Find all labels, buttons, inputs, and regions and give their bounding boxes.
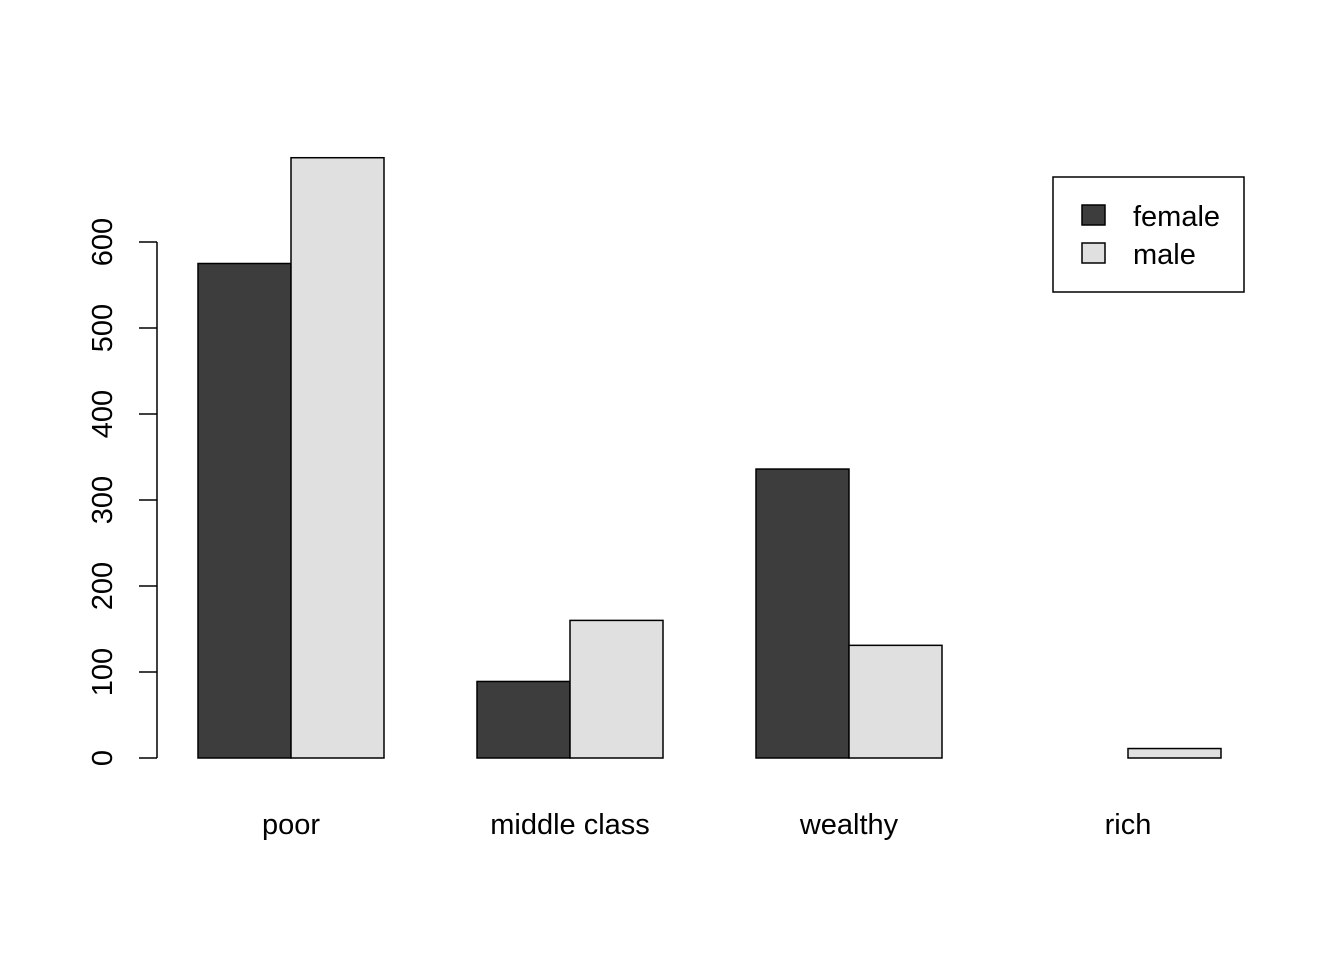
legend-swatch-male xyxy=(1081,242,1106,264)
legend-label-male: male xyxy=(1133,239,1196,271)
y-axis: 0 100 200 300 400 500 600 xyxy=(87,218,158,766)
y-tick-label: 200 xyxy=(87,562,119,610)
bar-female-wealthy xyxy=(755,468,850,759)
x-tick-label: poor xyxy=(262,809,320,841)
y-tick-label: 500 xyxy=(87,304,119,352)
bar-female-middle-class xyxy=(476,680,571,759)
y-tick-label: 0 xyxy=(87,750,119,766)
y-tick-label: 600 xyxy=(87,218,119,266)
x-tick-label: middle class xyxy=(490,809,650,841)
y-tick-label: 400 xyxy=(87,390,119,438)
legend-box xyxy=(1052,176,1245,293)
bar-male-rich xyxy=(1127,747,1222,759)
legend-label-female: female xyxy=(1133,201,1220,233)
bar-male-poor xyxy=(290,156,385,759)
y-tick-label: 100 xyxy=(87,648,119,696)
x-tick-label: wealthy xyxy=(799,809,899,841)
y-tick-label: 300 xyxy=(87,476,119,524)
bars xyxy=(197,156,1222,759)
bar-male-middle-class xyxy=(569,619,664,759)
legend-swatch-female xyxy=(1081,204,1106,226)
legend: female male xyxy=(1052,176,1245,293)
x-tick-label: rich xyxy=(1105,809,1152,841)
x-axis-labels: poor middle class wealthy rich xyxy=(262,809,1151,841)
bar-female-poor xyxy=(197,262,292,759)
bar-male-wealthy xyxy=(848,644,943,759)
